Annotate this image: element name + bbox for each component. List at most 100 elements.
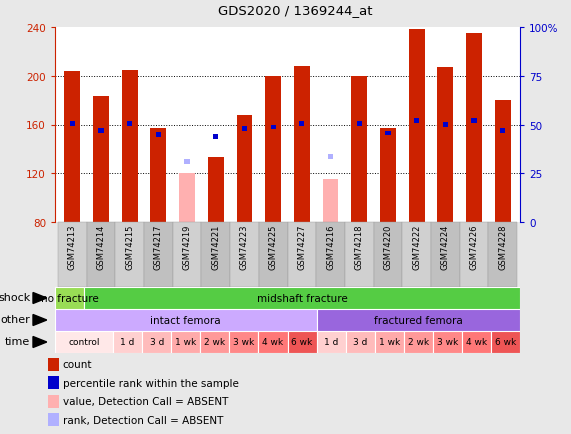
Text: GDS2020 / 1369244_at: GDS2020 / 1369244_at: [218, 4, 372, 17]
Text: 1 wk: 1 wk: [379, 337, 400, 346]
Bar: [460, 223, 488, 287]
Bar: [49, 413, 59, 427]
Bar: [316, 310, 520, 331]
Bar: [49, 376, 59, 389]
Text: 1 d: 1 d: [120, 337, 135, 346]
Text: no fracture: no fracture: [41, 293, 98, 303]
Bar: [171, 332, 200, 353]
Text: 6 wk: 6 wk: [291, 337, 313, 346]
Bar: [403, 223, 431, 287]
Text: 4 wk: 4 wk: [263, 337, 284, 346]
Bar: [55, 332, 113, 353]
Bar: [230, 332, 259, 353]
Bar: [49, 358, 59, 371]
Bar: [431, 223, 460, 287]
Bar: [462, 332, 491, 353]
Text: 4 wk: 4 wk: [466, 337, 487, 346]
Text: GSM74222: GSM74222: [412, 224, 421, 270]
Bar: [345, 332, 375, 353]
Text: 3 d: 3 d: [150, 337, 164, 346]
Bar: [49, 395, 59, 408]
Bar: [144, 223, 172, 287]
Text: other: other: [1, 314, 30, 324]
Bar: [351, 76, 367, 223]
Text: GSM74224: GSM74224: [441, 224, 450, 270]
Text: GSM74213: GSM74213: [68, 224, 77, 270]
Bar: [491, 332, 520, 353]
Bar: [208, 158, 224, 223]
Text: GSM74223: GSM74223: [240, 224, 249, 270]
Text: GSM74226: GSM74226: [469, 224, 478, 270]
Text: value, Detection Call = ABSENT: value, Detection Call = ABSENT: [63, 396, 228, 406]
Bar: [55, 288, 84, 309]
Bar: [58, 223, 87, 287]
Bar: [375, 332, 404, 353]
Bar: [172, 223, 202, 287]
Bar: [357, 122, 362, 126]
Bar: [294, 67, 309, 223]
Bar: [122, 70, 138, 223]
Text: 2 wk: 2 wk: [408, 337, 429, 346]
Bar: [184, 159, 190, 164]
Bar: [127, 122, 132, 126]
Polygon shape: [33, 315, 47, 326]
Bar: [200, 332, 230, 353]
Text: GSM74217: GSM74217: [154, 224, 163, 270]
Text: rank, Detection Call = ABSENT: rank, Detection Call = ABSENT: [63, 415, 223, 425]
Bar: [266, 76, 281, 223]
Bar: [65, 72, 80, 223]
Bar: [115, 223, 144, 287]
Bar: [55, 310, 316, 331]
Bar: [316, 223, 345, 287]
Bar: [259, 223, 288, 287]
Text: GSM74225: GSM74225: [268, 224, 278, 270]
Bar: [437, 68, 453, 223]
Bar: [380, 129, 396, 223]
Text: GSM74227: GSM74227: [297, 224, 307, 270]
Bar: [87, 223, 115, 287]
Bar: [500, 129, 505, 134]
Bar: [288, 223, 316, 287]
Text: control: control: [69, 337, 100, 346]
Bar: [156, 132, 161, 138]
Text: 3 d: 3 d: [353, 337, 367, 346]
Text: 1 wk: 1 wk: [175, 337, 196, 346]
Bar: [259, 332, 288, 353]
Text: midshaft fracture: midshaft fracture: [256, 293, 347, 303]
Bar: [316, 332, 345, 353]
Bar: [288, 332, 316, 353]
Bar: [323, 180, 339, 223]
Bar: [373, 223, 403, 287]
Text: GSM74221: GSM74221: [211, 224, 220, 270]
Text: 2 wk: 2 wk: [204, 337, 226, 346]
Text: 3 wk: 3 wk: [234, 337, 255, 346]
Text: percentile rank within the sample: percentile rank within the sample: [63, 378, 239, 388]
Text: GSM74214: GSM74214: [96, 224, 106, 270]
Bar: [433, 332, 462, 353]
Text: GSM74218: GSM74218: [355, 224, 364, 270]
Bar: [98, 129, 103, 134]
Bar: [236, 115, 252, 223]
Text: count: count: [63, 359, 92, 369]
Bar: [466, 34, 482, 223]
Bar: [230, 223, 259, 287]
Bar: [113, 332, 142, 353]
Text: intact femora: intact femora: [151, 315, 221, 325]
Bar: [328, 155, 333, 159]
Bar: [472, 119, 477, 124]
Polygon shape: [33, 293, 47, 304]
Bar: [93, 97, 109, 223]
Bar: [345, 223, 373, 287]
Text: time: time: [5, 336, 30, 346]
Text: GSM74219: GSM74219: [183, 224, 191, 270]
Text: GSM74215: GSM74215: [125, 224, 134, 270]
Bar: [242, 126, 247, 132]
Text: 3 wk: 3 wk: [437, 337, 458, 346]
Text: fractured femora: fractured femora: [374, 315, 463, 325]
Bar: [142, 332, 171, 353]
Bar: [414, 119, 419, 124]
Text: GSM74220: GSM74220: [384, 224, 392, 270]
Bar: [443, 123, 448, 128]
Bar: [213, 135, 218, 140]
Bar: [150, 129, 166, 223]
